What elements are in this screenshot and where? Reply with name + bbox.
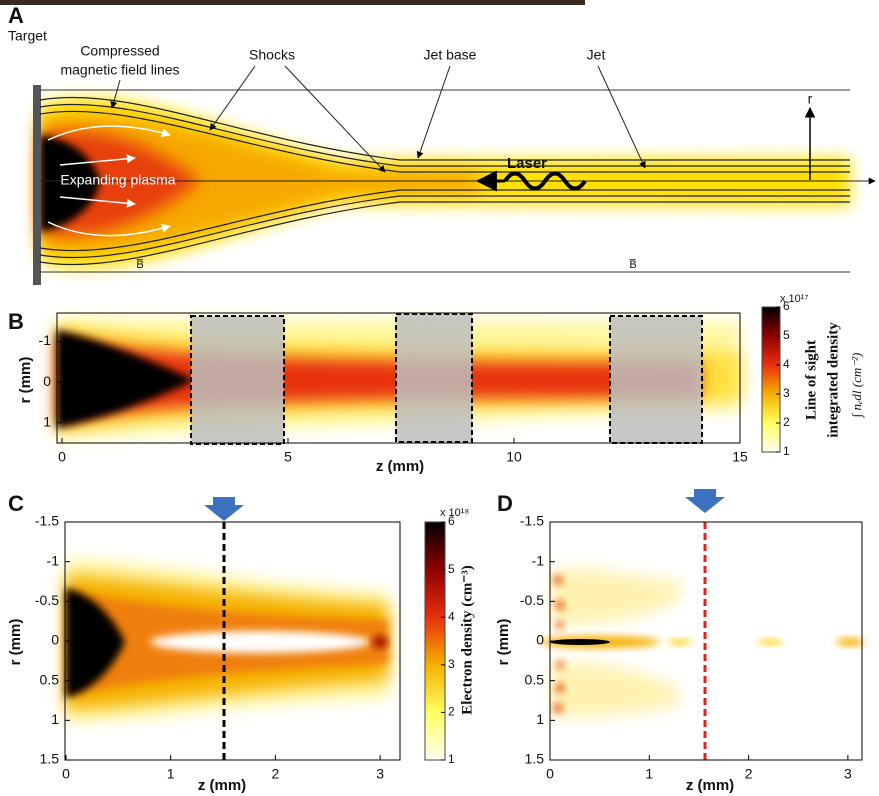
y-tick-label: -1.5 (520, 513, 544, 529)
shape (685, 489, 725, 513)
y-tick-label: 0 (51, 632, 59, 648)
colorbar-tick-label: 5 (783, 328, 790, 342)
y-axis-label: r (mm) (495, 619, 512, 666)
colorbar-tick-label: 4 (783, 357, 790, 371)
shape (610, 316, 702, 443)
x-axis-label: z (mm) (686, 777, 734, 794)
panel-label: C (8, 491, 24, 516)
annotation: Jet (587, 47, 606, 63)
x-tick-label: 2 (745, 766, 753, 782)
shape (552, 569, 680, 625)
x-tick-label: 0 (58, 449, 66, 465)
colorbar-title: integrated density (825, 322, 841, 438)
y-tick-label: 1.5 (525, 751, 545, 767)
y-axis-label: r (mm) (7, 619, 24, 666)
y-tick-label: 1 (43, 413, 51, 429)
x-tick-label: 3 (844, 766, 852, 782)
group (540, 569, 864, 717)
y-axis-label: r (mm) (17, 357, 34, 404)
shape (0, 0, 585, 5)
y-tick-label: -1 (532, 552, 545, 568)
shape (150, 631, 370, 653)
group (57, 313, 740, 444)
x-axis-label: z (mm) (376, 458, 424, 475)
shape (555, 683, 565, 693)
y-tick-label: 1 (536, 711, 544, 727)
colorbar-tick-label: 5 (448, 562, 455, 576)
annotation: Jet base (424, 47, 477, 63)
colorbar-tick-label: 2 (783, 415, 790, 429)
shape (550, 639, 610, 645)
colorbar-title: Line of sight (803, 340, 819, 420)
shape (556, 621, 564, 629)
y-tick-label: 0.5 (40, 671, 60, 687)
panel-label: D (497, 491, 513, 516)
shape (396, 314, 472, 442)
shape (555, 600, 565, 610)
shape (668, 639, 692, 645)
x-axis-label: z (mm) (198, 777, 246, 794)
x-tick-label: 10 (506, 449, 522, 465)
shape (758, 639, 782, 645)
shape (210, 66, 255, 130)
colorbar-tick-label: 6 (783, 299, 790, 313)
colorbar-tick-label: 6 (448, 514, 455, 528)
y-tick-label: 1 (51, 711, 59, 727)
annotation: Expanding plasma (60, 172, 175, 188)
colorbar-tick-label: 4 (448, 609, 455, 623)
y-tick-label: -1.5 (35, 513, 59, 529)
panel-label: A (8, 3, 24, 28)
shape (762, 307, 780, 452)
x-tick-label: 15 (732, 449, 748, 465)
shape (33, 85, 41, 285)
x-tick-label: 3 (376, 766, 384, 782)
figure: A Target Compressed magnetic field lines… (0, 0, 879, 796)
annotation: r (808, 91, 813, 107)
y-tick-label: -1 (47, 552, 60, 568)
shape (425, 522, 445, 760)
annotation: Shocks (249, 47, 295, 63)
colorbar-tick-label: 3 (783, 386, 790, 400)
y-tick-label: -1 (39, 332, 52, 348)
colorbar-unit: ∫ nₑdl (cm⁻²) (849, 353, 865, 419)
annotation: B̅ (136, 259, 144, 271)
group (191, 314, 702, 444)
label: Target (8, 28, 47, 44)
x-tick-label: 5 (284, 449, 292, 465)
shape (372, 636, 388, 648)
colorbar-tick-label: 1 (783, 444, 790, 458)
y-tick-label: 0.5 (525, 671, 545, 687)
annotation: Compressed (80, 43, 159, 59)
shape (552, 662, 680, 717)
colorbar-tick-label: 3 (448, 657, 455, 671)
x-tick-label: 2 (272, 766, 280, 782)
colorbar-tick-label: 2 (448, 705, 455, 719)
annotation: magnetic field lines (60, 62, 179, 78)
y-tick-label: -0.5 (35, 592, 59, 608)
annotation: Laser (507, 155, 547, 172)
shape (418, 66, 450, 158)
shape (553, 703, 563, 713)
x-tick-label: 0 (62, 766, 70, 782)
y-tick-label: 0 (536, 632, 544, 648)
group (66, 560, 388, 722)
shape (598, 66, 645, 168)
colorbar-title: Electron density (cm⁻³) (459, 565, 475, 715)
shape (553, 575, 563, 585)
panel-label: B (8, 309, 24, 334)
x-tick-label: 1 (645, 766, 653, 782)
colorbar-tick-label: 1 (448, 752, 455, 766)
shape (204, 497, 244, 521)
y-tick-label: 1.5 (40, 751, 60, 767)
shape (836, 638, 864, 646)
x-tick-label: 1 (167, 766, 175, 782)
annotation: B̅ (629, 259, 637, 271)
y-tick-label: 0 (43, 373, 51, 389)
shape (556, 661, 564, 669)
shape (191, 316, 284, 444)
y-tick-label: -0.5 (520, 592, 544, 608)
x-tick-label: 0 (546, 766, 554, 782)
